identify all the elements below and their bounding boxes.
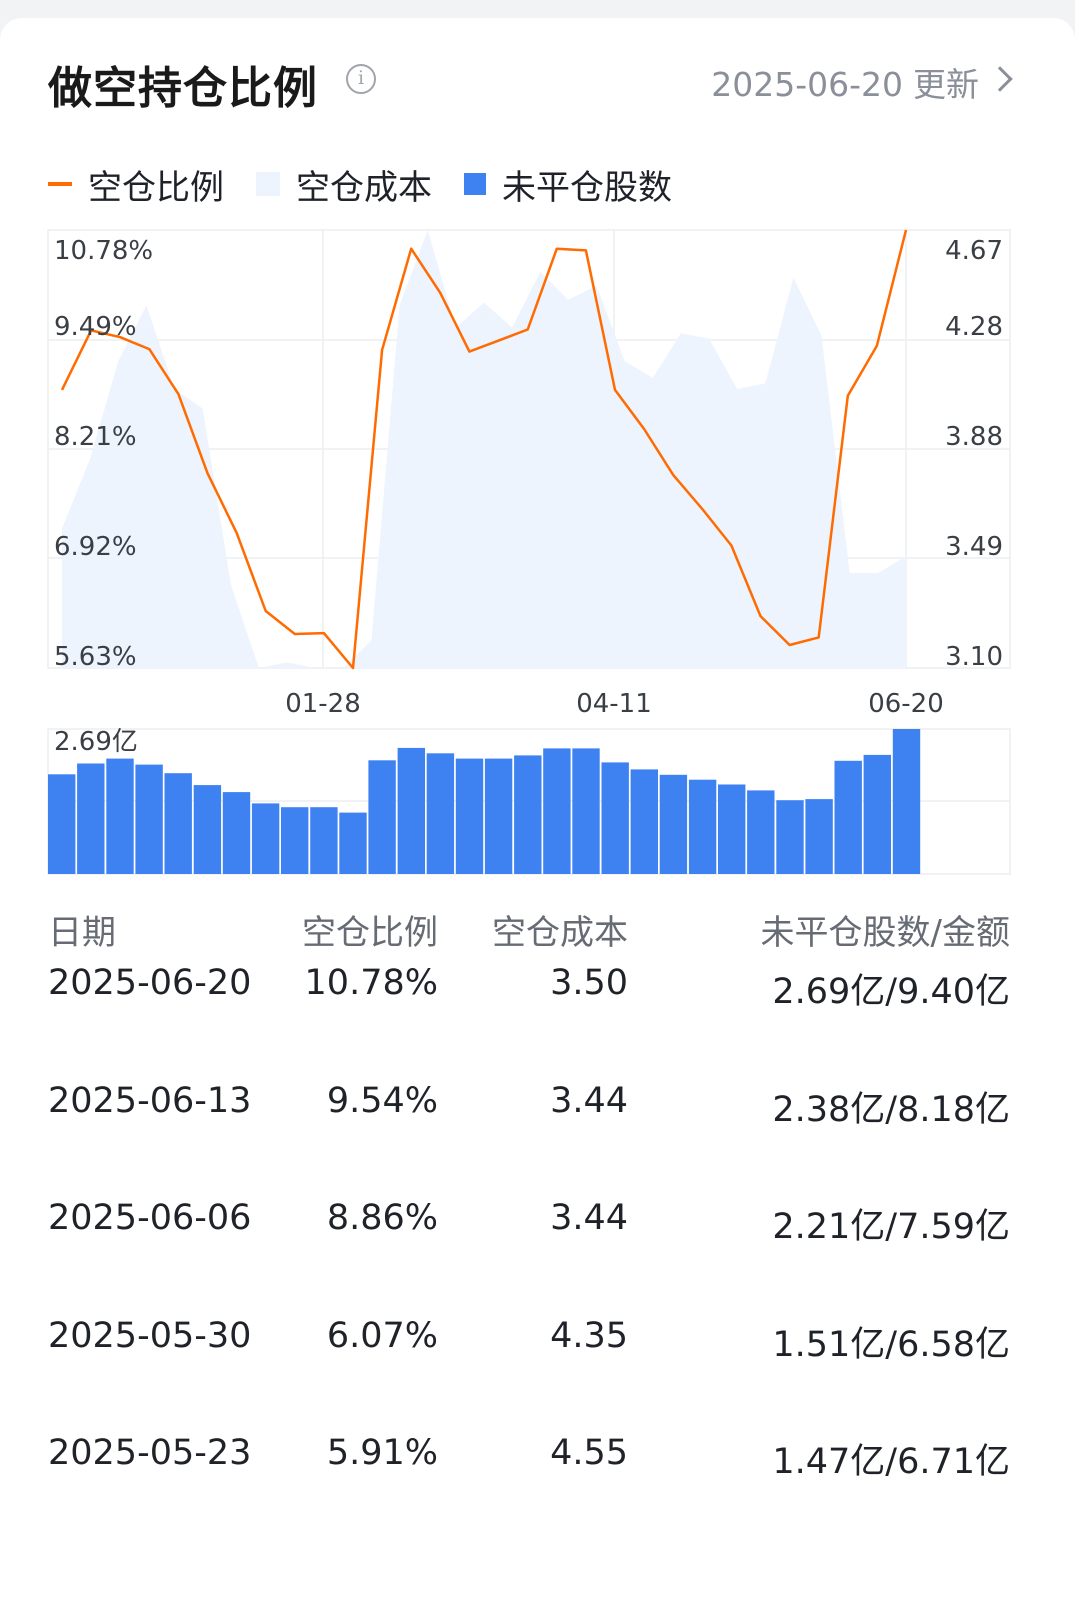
right-axis-tick-label: 4.28	[945, 312, 1003, 342]
shares-bar	[572, 748, 600, 874]
cell-cost: 3.44	[550, 1080, 628, 1121]
cell-shares: 2.21亿/7.59亿	[772, 1207, 1010, 1247]
legend-area-swatch	[256, 172, 280, 196]
right-axis-tick-label: 3.10	[945, 642, 1003, 672]
series-cost-area	[62, 230, 906, 668]
legend-item-shares[interactable]: 未平仓股数	[464, 160, 672, 209]
table-row[interactable]: 2025-05-30 6.07% 4.35 1.51亿/6.58亿	[48, 1316, 1010, 1366]
page-title: 做空持仓比例	[48, 63, 318, 114]
shares-bar	[397, 747, 425, 874]
x-axis-tick-label: 01-28	[285, 689, 361, 719]
shares-bar	[659, 774, 688, 874]
shares-bar	[368, 760, 396, 874]
shares-bar	[455, 758, 484, 874]
chart-legend: 空仓比例 空仓成本 未平仓股数	[48, 160, 704, 209]
cell-ratio: 9.54%	[326, 1080, 438, 1121]
shares-bar	[834, 760, 862, 874]
shares-bar	[106, 758, 134, 874]
header-date[interactable]: 日期	[48, 913, 116, 953]
series-ratio-line	[60, 229, 908, 670]
shares-bar	[135, 764, 163, 874]
shares-bar	[601, 762, 629, 874]
shares-bar	[863, 754, 891, 874]
table-row[interactable]: 2025-05-23 5.91% 4.55 1.47亿/6.71亿	[48, 1433, 1010, 1483]
short-interest-chart[interactable]: 10.78% 9.49% 8.21% 6.92% 5.63% 4.67 4.28 3.88 3.…	[0, 0, 1075, 900]
cell-date: 2025-06-20	[48, 963, 252, 1003]
cell-ratio: 5.91%	[326, 1433, 438, 1473]
legend-label-ratio: 空仓比例	[88, 167, 224, 208]
cell-cost: 4.55	[550, 1433, 628, 1473]
left-axis-tick-label: 10.78%	[54, 236, 153, 266]
shares-bar	[892, 729, 921, 874]
cell-shares: 2.69亿/9.40亿	[772, 972, 1010, 1012]
shares-bar	[77, 763, 105, 874]
cell-shares: 1.51亿/6.58亿	[772, 1324, 1010, 1365]
shares-bar	[718, 784, 746, 874]
shares-bar	[164, 773, 192, 874]
table-row[interactable]: 2025-06-13 9.54% 3.44 2.38亿/8.18亿	[48, 1081, 1010, 1131]
shares-bar	[484, 758, 513, 874]
shares-bar	[426, 753, 455, 874]
update-label: 更新	[913, 65, 979, 104]
shares-bar	[688, 779, 717, 874]
shares-bar	[193, 785, 222, 874]
table-header: 日期 空仓比例 空仓成本 未平仓股数/金额	[48, 905, 1010, 975]
legend-item-cost[interactable]: 空仓成本	[256, 160, 432, 209]
right-axis-tick-label: 3.49	[945, 532, 1003, 562]
shares-bar	[776, 800, 804, 874]
shares-bar	[805, 799, 833, 874]
shares-bar	[747, 790, 775, 874]
header-shares[interactable]: 未平仓股数/金额	[760, 913, 1010, 953]
shares-bar	[281, 807, 309, 874]
shares-bar	[543, 748, 571, 874]
table-row[interactable]: 2025-06-06 8.86% 3.44 2.21亿/7.59亿	[48, 1198, 1010, 1248]
cell-cost: 3.50	[550, 963, 628, 1003]
cell-date: 2025-05-30	[48, 1315, 252, 1356]
cell-ratio: 6.07%	[326, 1315, 438, 1356]
legend-item-ratio[interactable]: 空仓比例	[48, 160, 224, 209]
cell-date: 2025-06-13	[48, 1080, 252, 1121]
left-axis-tick-label: 6.92%	[54, 532, 137, 562]
cell-cost: 4.35	[550, 1315, 628, 1356]
bar-axis-label: 2.69亿	[54, 727, 138, 757]
cell-date: 2025-05-23	[48, 1433, 252, 1473]
cell-cost: 3.44	[550, 1198, 628, 1238]
update-link[interactable]: 2025-06-20 更新	[711, 58, 1013, 106]
table-row[interactable]: 2025-06-20 10.78% 3.50 2.69亿/9.40亿	[48, 963, 1010, 1013]
legend-label-shares: 未平仓股数	[502, 167, 672, 208]
cell-shares: 2.38亿/8.18亿	[772, 1089, 1010, 1130]
cell-date: 2025-06-06	[48, 1198, 252, 1238]
header-ratio[interactable]: 空仓比例	[302, 913, 438, 953]
cell-ratio: 10.78%	[304, 963, 438, 1003]
shares-bar	[48, 774, 76, 874]
cell-shares: 1.47亿/6.71亿	[772, 1442, 1010, 1482]
cell-ratio: 8.86%	[326, 1198, 438, 1238]
shares-bar	[339, 812, 367, 874]
x-axis-tick-label: 06-20	[868, 689, 944, 719]
left-axis-tick-label: 8.21%	[54, 422, 137, 452]
shares-bar	[310, 807, 338, 874]
shares-bar	[251, 803, 280, 874]
shares-bar	[630, 769, 658, 874]
short-interest-table: 日期 空仓比例 空仓成本 未平仓股数/金额 2025-06-20 10.78% 3.…	[48, 905, 1010, 1482]
legend-label-cost: 空仓成本	[296, 167, 432, 208]
legend-line-swatch	[48, 182, 72, 186]
header-cost[interactable]: 空仓成本	[492, 913, 628, 953]
left-axis-tick-label: 9.49%	[54, 312, 137, 342]
left-axis-tick-label: 5.63%	[54, 642, 137, 672]
legend-bar-swatch	[464, 173, 486, 195]
right-axis-tick-label: 3.88	[945, 422, 1003, 452]
shares-bar	[222, 792, 251, 874]
shares-bar	[514, 755, 542, 874]
update-date: 2025-06-20	[711, 65, 903, 104]
right-axis-tick-label: 4.67	[945, 236, 1003, 266]
info-icon[interactable]: i	[346, 64, 376, 94]
x-axis-tick-label: 04-11	[576, 689, 652, 719]
